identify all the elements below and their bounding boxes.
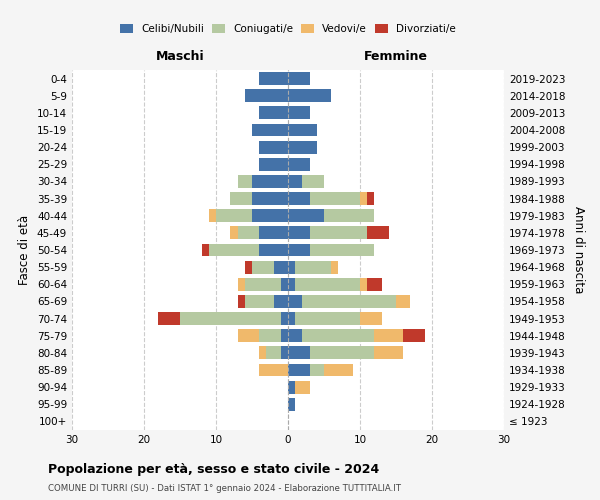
Bar: [288, 210, 324, 222]
Bar: [259, 346, 266, 360]
Bar: [288, 398, 295, 410]
Bar: [310, 244, 374, 256]
Bar: [288, 192, 310, 205]
Bar: [259, 158, 288, 170]
Bar: [259, 140, 288, 153]
Bar: [302, 330, 374, 342]
Bar: [374, 346, 403, 360]
Bar: [238, 330, 259, 342]
Bar: [288, 278, 295, 290]
Bar: [288, 380, 295, 394]
Bar: [281, 330, 288, 342]
Bar: [288, 244, 310, 256]
Bar: [259, 72, 288, 85]
Bar: [245, 278, 281, 290]
Bar: [295, 278, 360, 290]
Bar: [281, 346, 288, 360]
Bar: [252, 260, 274, 274]
Bar: [403, 330, 425, 342]
Bar: [209, 244, 259, 256]
Bar: [274, 295, 288, 308]
Bar: [266, 346, 281, 360]
Bar: [230, 226, 238, 239]
Bar: [202, 244, 209, 256]
Bar: [295, 312, 360, 325]
Bar: [245, 295, 274, 308]
Bar: [259, 364, 288, 376]
Bar: [238, 295, 245, 308]
Legend: Celibi/Nubili, Coniugati/e, Vedovi/e, Divorziati/e: Celibi/Nubili, Coniugati/e, Vedovi/e, Di…: [117, 21, 459, 38]
Bar: [281, 278, 288, 290]
Bar: [288, 124, 317, 136]
Text: Femmine: Femmine: [364, 50, 428, 63]
Bar: [310, 346, 374, 360]
Bar: [288, 312, 295, 325]
Bar: [396, 295, 410, 308]
Bar: [295, 260, 331, 274]
Bar: [288, 140, 317, 153]
Bar: [216, 210, 252, 222]
Bar: [288, 72, 310, 85]
Y-axis label: Anni di nascita: Anni di nascita: [572, 206, 585, 294]
Bar: [310, 364, 324, 376]
Bar: [288, 90, 331, 102]
Text: Popolazione per età, sesso e stato civile - 2024: Popolazione per età, sesso e stato civil…: [48, 462, 379, 475]
Bar: [288, 330, 302, 342]
Bar: [259, 330, 281, 342]
Bar: [302, 295, 396, 308]
Bar: [245, 260, 252, 274]
Bar: [360, 192, 367, 205]
Bar: [252, 192, 288, 205]
Bar: [259, 244, 288, 256]
Bar: [288, 295, 302, 308]
Bar: [288, 226, 310, 239]
Bar: [259, 106, 288, 120]
Bar: [367, 278, 382, 290]
Bar: [288, 175, 302, 188]
Bar: [158, 312, 180, 325]
Bar: [331, 260, 338, 274]
Bar: [238, 226, 259, 239]
Bar: [288, 260, 295, 274]
Bar: [367, 226, 389, 239]
Bar: [230, 192, 252, 205]
Bar: [281, 312, 288, 325]
Bar: [288, 158, 310, 170]
Bar: [295, 380, 310, 394]
Bar: [252, 124, 288, 136]
Bar: [302, 175, 324, 188]
Bar: [374, 330, 403, 342]
Bar: [360, 312, 382, 325]
Bar: [252, 175, 288, 188]
Bar: [324, 364, 353, 376]
Text: Maschi: Maschi: [155, 50, 205, 63]
Bar: [238, 278, 245, 290]
Bar: [324, 210, 374, 222]
Bar: [367, 192, 374, 205]
Y-axis label: Fasce di età: Fasce di età: [19, 215, 31, 285]
Bar: [310, 192, 360, 205]
Bar: [310, 226, 367, 239]
Bar: [288, 346, 310, 360]
Bar: [180, 312, 281, 325]
Bar: [288, 106, 310, 120]
Bar: [288, 364, 310, 376]
Bar: [252, 210, 288, 222]
Bar: [209, 210, 216, 222]
Bar: [360, 278, 367, 290]
Bar: [274, 260, 288, 274]
Bar: [245, 90, 288, 102]
Bar: [238, 175, 252, 188]
Text: COMUNE DI TURRI (SU) - Dati ISTAT 1° gennaio 2024 - Elaborazione TUTTITALIA.IT: COMUNE DI TURRI (SU) - Dati ISTAT 1° gen…: [48, 484, 401, 493]
Bar: [259, 226, 288, 239]
